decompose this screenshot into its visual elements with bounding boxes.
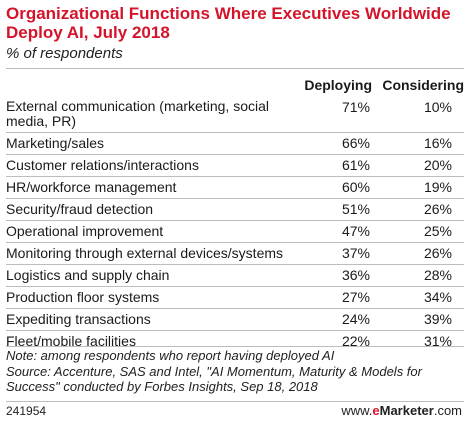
- chart-subtitle: % of respondents: [6, 45, 123, 62]
- deploying-value: 51%: [341, 201, 370, 217]
- considering-value: 28%: [423, 267, 452, 283]
- brand-name: Marketer: [379, 403, 434, 418]
- deploying-value: 27%: [341, 289, 370, 305]
- chart-id: 241954: [6, 404, 47, 418]
- row-label: Expediting transactions: [6, 311, 151, 327]
- row-label: Monitoring through external devices/syst…: [6, 245, 284, 261]
- row-label: Customer relations/interactions: [6, 157, 199, 173]
- data-table: Deploying Considering External communica…: [0, 69, 470, 353]
- deploying-value: 37%: [341, 245, 370, 261]
- considering-value: 10%: [423, 99, 452, 115]
- considering-value: 26%: [423, 201, 452, 217]
- table-row: Monitoring through external devices/syst…: [6, 243, 464, 265]
- row-label: Marketing/sales: [6, 135, 105, 151]
- deploying-value: 66%: [341, 135, 370, 151]
- table-header-row: Deploying Considering: [0, 69, 470, 97]
- considering-value: 20%: [423, 157, 452, 173]
- source-text: Source: Accenture, SAS and Intel, "AI Mo…: [6, 363, 422, 395]
- note-text: Note: among respondents who report havin…: [6, 348, 335, 363]
- deploying-value: 61%: [341, 157, 370, 173]
- considering-value: 19%: [423, 179, 452, 195]
- considering-value: 31%: [423, 333, 452, 349]
- footnote: Note: among respondents who report havin…: [6, 348, 466, 395]
- considering-value: 16%: [423, 135, 452, 151]
- row-label: HR/workforce management: [6, 179, 177, 195]
- table-row: Security/fraud detection 51% 26%: [6, 199, 464, 221]
- column-header-deploying: Deploying: [304, 77, 372, 93]
- brand-e: e: [372, 403, 380, 418]
- deploying-value: 47%: [341, 223, 370, 239]
- row-label: Operational improvement: [6, 223, 164, 239]
- brand-suffix: .com: [433, 403, 462, 418]
- table-row: Marketing/sales 66% 16%: [6, 133, 464, 155]
- table-row: Expediting transactions 24% 39%: [6, 309, 464, 331]
- footer-divider: [6, 401, 464, 402]
- row-label: Security/fraud detection: [6, 201, 154, 217]
- table-row: HR/workforce management 60% 19%: [6, 177, 464, 199]
- deploying-value: 22%: [341, 333, 370, 349]
- deploying-value: 24%: [341, 311, 370, 327]
- top-divider: [6, 68, 464, 69]
- row-label: Fleet/mobile facilities: [6, 333, 136, 349]
- deploying-value: 60%: [341, 179, 370, 195]
- table-row: Logistics and supply chain 36% 28%: [6, 265, 464, 287]
- table-row: Customer relations/interactions 61% 20%: [6, 155, 464, 177]
- table-row: Fleet/mobile facilities 22% 31%: [6, 331, 464, 353]
- bottom-divider: [6, 346, 464, 347]
- considering-value: 34%: [423, 289, 452, 305]
- deploying-value: 36%: [341, 267, 370, 283]
- considering-value: 39%: [423, 311, 452, 327]
- considering-value: 25%: [423, 223, 452, 239]
- brand-logo: www.eMarketer.com: [341, 403, 462, 418]
- table-row: Operational improvement 47% 25%: [6, 221, 464, 243]
- considering-value: 26%: [423, 245, 452, 261]
- brand-prefix: www.: [341, 403, 373, 418]
- table-body: External communication (marketing, socia…: [0, 97, 470, 353]
- chart-title: Organizational Functions Where Executive…: [6, 4, 451, 42]
- row-label: Logistics and supply chain: [6, 267, 170, 283]
- column-header-considering: Considering: [382, 77, 464, 93]
- table-row: Production floor systems 27% 34%: [6, 287, 464, 309]
- table-row: External communication (marketing, socia…: [6, 97, 464, 133]
- deploying-value: 71%: [341, 99, 370, 115]
- row-label: External communication (marketing, socia…: [6, 98, 269, 129]
- row-label: Production floor systems: [6, 289, 160, 305]
